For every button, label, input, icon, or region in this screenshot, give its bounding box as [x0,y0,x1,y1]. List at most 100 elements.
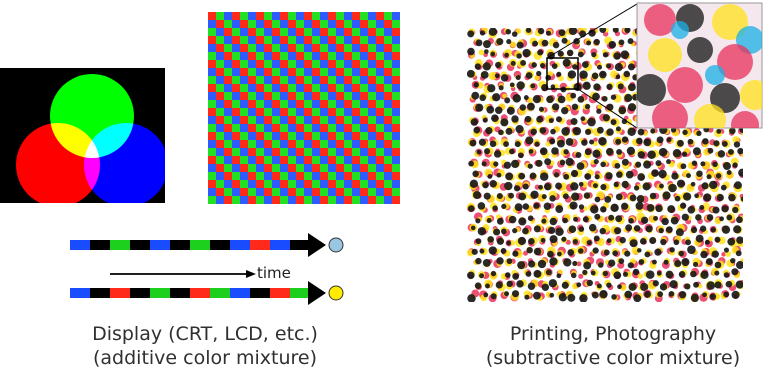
grid-cell [272,180,280,188]
grid-cell [224,28,232,36]
halftone-dot [479,94,487,102]
grid-cell [384,140,392,148]
grid-cell [392,12,400,20]
halftone-dot [628,83,636,92]
halftone-dot [638,259,645,265]
temporal-mixture-strips [70,233,344,305]
halftone-dot [707,236,713,242]
halftone-dot [658,169,667,179]
halftone-dot [504,52,509,58]
grid-cell [248,108,256,116]
halftone-dot [672,148,682,158]
halftone-dot [592,92,600,101]
halftone-dot [623,70,630,78]
grid-cell [376,68,384,76]
grid-cell [304,188,312,196]
halftone-dot [674,259,682,268]
halftone-dot [573,216,578,222]
grid-cell [368,60,376,68]
grid-cell [288,28,296,36]
grid-cell [224,36,232,44]
halftone-dot [703,193,712,202]
halftone-dot [492,93,501,102]
halftone-dot [477,227,487,236]
grid-cell [240,148,248,156]
grid-cell [368,76,376,84]
halftone-dot [735,261,743,270]
grid-cell [360,180,368,188]
halftone-dot [615,193,623,201]
grid-cell [376,52,384,60]
strip-segment [230,288,251,298]
grid-cell [272,44,280,52]
grid-cell [232,108,240,116]
halftone-dot [589,139,595,145]
grid-cell [392,28,400,36]
halftone-dot [588,29,596,37]
halftone-dot [490,51,496,57]
grid-cell [384,164,392,172]
halftone-dot [481,161,487,167]
halftone-dot [636,248,642,253]
halftone-dot [685,239,692,246]
halftone-dot [555,182,563,190]
halftone-dot [500,118,509,127]
halftone-dot [603,249,610,256]
grid-cell [296,100,304,108]
halftone-dot [657,291,664,298]
halftone-dot [596,283,602,289]
grid-cell [392,196,400,204]
halftone-dot [614,63,623,72]
grid-cell [376,60,384,68]
grid-cell [272,84,280,92]
grid-cell [304,108,312,116]
halftone-dot [655,204,663,213]
halftone-dot [710,227,717,233]
grid-cell [368,148,376,156]
grid-cell [224,116,232,124]
halftone-dot [565,239,571,245]
grid-cell [384,148,392,156]
halftone-dot [541,218,547,224]
grid-cell [336,36,344,44]
grid-cell [264,60,272,68]
grid-cell [336,60,344,68]
halftone-dot [493,150,502,158]
halftone-dot [506,240,512,246]
grid-cell [312,100,320,108]
strip-segment [190,288,211,298]
halftone-dot [532,40,539,47]
halftone-dot [714,281,722,289]
halftone-dot [704,239,710,245]
halftone-dot [715,173,722,179]
grid-cell [320,180,328,188]
grid-cell [344,84,352,92]
subpixel-grid [208,12,400,204]
grid-cell [216,52,224,60]
halftone-dot [467,205,475,212]
halftone-dot [617,284,622,290]
grid-cell [368,108,376,116]
grid-cell [248,180,256,188]
grid-cell [368,196,376,204]
halftone-dot [533,202,540,209]
halftone-dot [713,140,720,147]
halftone-dot [572,238,578,245]
halftone-dot [571,192,580,201]
halftone-dot [511,290,520,298]
halftone-dot [716,193,724,202]
halftone-dot [556,139,565,148]
grid-cell [384,156,392,164]
grid-cell [232,68,240,76]
halftone-dot [690,226,698,234]
zoom-callout [546,2,763,129]
halftone-dot [530,83,536,89]
halftone-dot [479,30,486,36]
grid-cell [264,20,272,28]
grid-cell [240,132,248,140]
grid-cell [336,92,344,100]
grid-cell [256,172,264,180]
halftone-dot [608,259,616,267]
halftone-dot [691,160,698,166]
grid-cell [216,60,224,68]
